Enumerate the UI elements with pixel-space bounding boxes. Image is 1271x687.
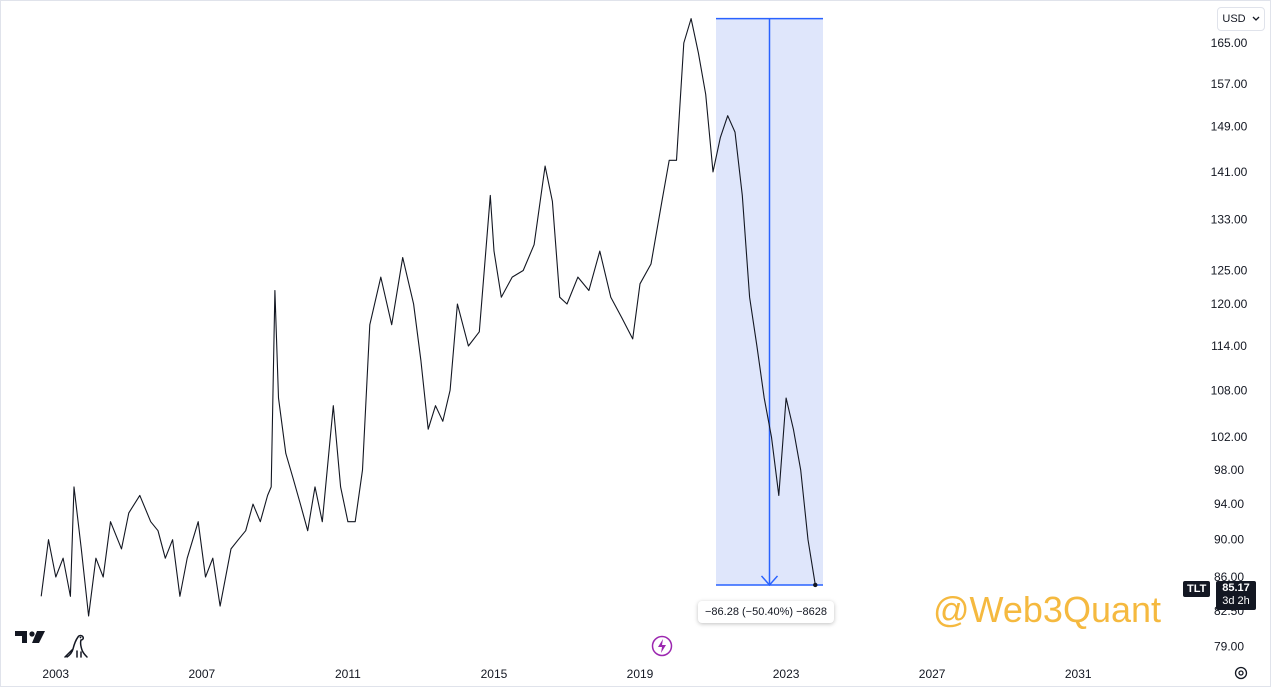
- bar-countdown: 3d 2h: [1222, 595, 1250, 607]
- y-tick-label: 108.00: [1211, 383, 1248, 397]
- y-tick-label: 141.00: [1211, 165, 1248, 179]
- price-line-series: [40, 18, 818, 617]
- dinosaur-icon[interactable]: [61, 631, 89, 659]
- y-tick-label: 165.00: [1211, 36, 1248, 50]
- price-range-measure[interactable]: [716, 17, 823, 587]
- last-price-point: [813, 582, 818, 588]
- lightning-icon[interactable]: [651, 635, 673, 657]
- time-axis[interactable]: 2003 2007 2011 2015 2019 2023 2027 2031: [42, 667, 1091, 681]
- y-tick-label: 94.00: [1214, 497, 1244, 511]
- y-tick-label: 90.00: [1214, 533, 1244, 547]
- y-tick-label: 86.00: [1214, 570, 1244, 584]
- x-tick-label: 2003: [42, 667, 69, 681]
- y-tick-label: 114.00: [1211, 339, 1247, 353]
- x-tick-label: 2027: [919, 667, 946, 681]
- y-tick-label: 102.00: [1211, 430, 1248, 444]
- x-tick-label: 2015: [481, 667, 508, 681]
- x-tick-label: 2011: [335, 667, 361, 681]
- currency-selector[interactable]: USD: [1217, 7, 1265, 31]
- y-tick-label: 157.00: [1211, 77, 1248, 91]
- y-tick-label: 98.00: [1214, 463, 1244, 477]
- last-price-value: 85.17: [1222, 582, 1250, 594]
- arrow-down-icon: [760, 575, 779, 587]
- y-tick-label: 133.00: [1211, 213, 1248, 227]
- x-tick-label: 2023: [773, 667, 800, 681]
- y-tick-label: 120.00: [1211, 297, 1248, 311]
- price-line: [40, 18, 816, 617]
- ticker-badge: TLT: [1183, 581, 1211, 597]
- settings-icon[interactable]: [1233, 665, 1249, 681]
- price-axis[interactable]: 79.0082.5086.0090.0094.0098.00102.00108.…: [1211, 36, 1248, 654]
- last-price-label: 85.17 3d 2h: [1216, 581, 1256, 610]
- currency-label: USD: [1222, 13, 1246, 25]
- y-tick-label: 149.00: [1211, 120, 1248, 134]
- chevron-down-icon: [1252, 16, 1260, 21]
- x-tick-label: 2031: [1065, 667, 1092, 681]
- x-tick-label: 2019: [627, 667, 654, 681]
- x-tick-label: 2007: [188, 667, 215, 681]
- watermark-text: @Web3Quant: [933, 589, 1162, 630]
- measure-result-label: −86.28 (−50.40%) −8628: [698, 601, 835, 623]
- tradingview-logo-icon[interactable]: [15, 629, 47, 645]
- y-tick-label: 79.00: [1214, 640, 1244, 654]
- y-tick-label: 125.00: [1211, 264, 1248, 278]
